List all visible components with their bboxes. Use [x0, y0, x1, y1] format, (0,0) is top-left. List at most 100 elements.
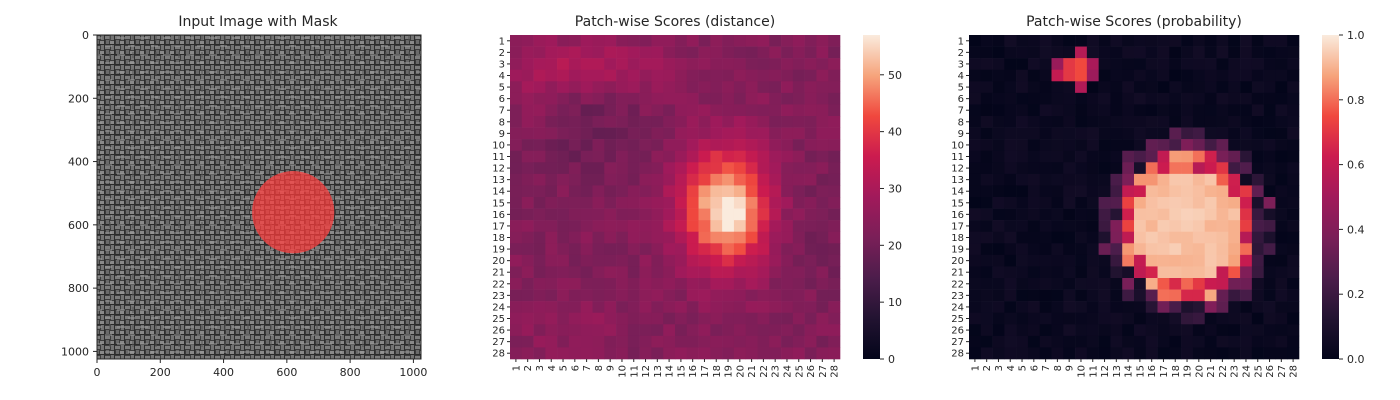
heatmap-cell — [1228, 173, 1241, 186]
heatmap-cell — [663, 69, 676, 82]
heatmap-cell — [510, 139, 523, 152]
heatmap-cell — [686, 81, 699, 94]
col-tick-label: 8 — [594, 365, 605, 371]
input-image — [97, 35, 421, 359]
heatmap-cell — [745, 92, 758, 105]
heatmap-cell — [1251, 150, 1264, 163]
heatmap-cell — [1228, 150, 1241, 163]
heatmap-cell — [1145, 231, 1158, 244]
heatmap-cell — [757, 46, 770, 59]
heatmap-cell — [1263, 289, 1276, 302]
heatmap-cell — [781, 278, 794, 290]
heatmap-cell — [980, 185, 993, 198]
heatmap-cell — [722, 139, 735, 152]
heatmap-cell — [1204, 254, 1217, 267]
heatmap-cell — [510, 162, 523, 175]
heatmap-cell — [1251, 185, 1264, 198]
heatmap-cell — [1075, 162, 1088, 175]
heatmap-cell — [1110, 81, 1123, 94]
heatmap-cell — [1169, 324, 1182, 337]
heatmap-cell — [757, 335, 770, 348]
heatmap-cell — [1181, 208, 1194, 221]
heatmap-cell — [510, 127, 523, 140]
heatmap-cell — [1145, 278, 1158, 290]
heatmap-cell — [980, 243, 993, 256]
heatmap-cell — [1027, 254, 1041, 267]
heatmap-cell — [1157, 254, 1170, 267]
heatmap-cell — [639, 197, 652, 209]
heatmap-cell — [1063, 266, 1076, 279]
heatmap-cell — [1027, 335, 1041, 348]
heatmap-cell — [533, 254, 546, 267]
heatmap-cell — [733, 116, 747, 128]
heatmap-cell — [604, 46, 617, 59]
heatmap-cell — [592, 289, 605, 302]
heatmap-cell — [604, 185, 617, 198]
heatmap-cell — [568, 150, 582, 163]
row-tick-label: 6 — [499, 94, 505, 105]
heatmap-cell — [557, 162, 570, 175]
heatmap-cell — [1216, 324, 1229, 337]
heatmap-cell — [639, 208, 652, 221]
heatmap-cell — [816, 116, 829, 128]
heatmap-cell — [698, 312, 711, 325]
heatmap-cell — [1216, 35, 1229, 47]
heatmap-cell — [828, 312, 841, 325]
heatmap-cell — [1216, 58, 1229, 71]
heatmap-cell — [592, 278, 605, 290]
row-tick-label: 8 — [499, 117, 505, 128]
heatmap-cell — [1134, 208, 1147, 221]
heatmap-cell — [1122, 289, 1135, 302]
heatmap-cell — [1157, 46, 1170, 59]
heatmap-cell — [1098, 127, 1111, 140]
heatmap-cell — [710, 173, 723, 186]
heatmap-cell — [1004, 162, 1017, 175]
heatmap-cell — [1004, 104, 1017, 117]
heatmap-cell — [792, 116, 805, 128]
heatmap-cell — [1192, 173, 1206, 186]
heatmap-cell — [1086, 231, 1099, 244]
heatmap-cell — [710, 150, 723, 163]
heatmap-cell — [1075, 301, 1088, 314]
heatmap-cell — [1075, 58, 1088, 71]
heatmap-cell — [604, 324, 617, 337]
heatmap-cell — [816, 162, 829, 175]
heatmap-cell — [627, 46, 640, 59]
heatmap-cell — [627, 69, 640, 82]
heatmap-cell — [980, 266, 993, 279]
heatmap-cell — [568, 104, 582, 117]
heatmap-cell — [698, 104, 711, 117]
heatmap-cell — [1251, 92, 1264, 105]
heatmap-cell — [1287, 347, 1300, 360]
heatmap-cell — [1145, 46, 1158, 59]
heatmap-cell — [1181, 278, 1194, 290]
col-tick-label: 23 — [1230, 365, 1241, 378]
heatmap-cell — [1228, 324, 1241, 337]
heatmap-cell — [510, 208, 523, 221]
heatmap-cell — [510, 46, 523, 59]
heatmap-cell — [663, 173, 676, 186]
heatmap-cell — [651, 58, 664, 71]
heatmap-cell — [992, 197, 1005, 209]
heatmap-cell — [1263, 312, 1276, 325]
heatmap-cell — [568, 69, 582, 82]
heatmap-cell — [1134, 92, 1147, 105]
heatmap-cell — [1287, 312, 1300, 325]
heatmap-cell — [980, 104, 993, 117]
heatmap-cell — [1228, 347, 1241, 360]
heatmap-cell — [722, 127, 735, 140]
heatmap-cell — [1204, 278, 1217, 290]
heatmap-cell — [545, 46, 558, 59]
heatmap-cell — [545, 266, 558, 279]
heatmap-cell — [757, 231, 770, 244]
heatmap-cell — [1110, 197, 1123, 209]
heatmap-cell — [816, 69, 829, 82]
heatmap-cell — [639, 173, 652, 186]
heatmap-cell — [1263, 127, 1276, 140]
heatmap-cell — [1204, 312, 1217, 325]
heatmap-cell — [580, 324, 593, 337]
heatmap-cell — [1251, 266, 1264, 279]
heatmap-cell — [1204, 139, 1217, 152]
row-tick-label: 23 — [951, 291, 964, 302]
heatmap-cell — [1134, 81, 1147, 94]
